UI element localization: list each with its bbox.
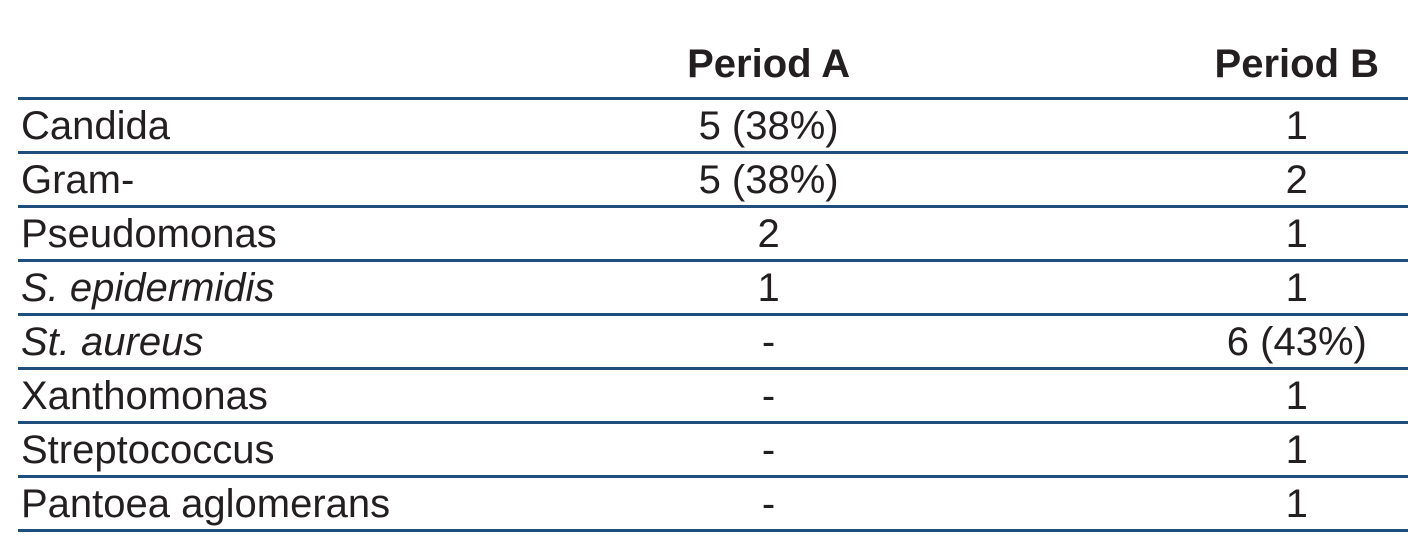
period-b-value: 1 — [1185, 422, 1408, 478]
organism-name: Xanthomonas — [18, 368, 352, 424]
table-row: S. epidermidis 1 1 — [18, 260, 1408, 316]
organism-name: Gram- — [18, 152, 352, 208]
table-row: St. aureus -6 (43%) — [18, 314, 1408, 370]
period-a-value: 5 (38%) — [351, 98, 1186, 154]
organism-counts-table: Period A Period B Candida 5 (38%) 1 Gram- 5 … — [18, 0, 1408, 532]
period-a-value: 1 — [351, 260, 1186, 316]
period-b-value: 1 — [1185, 206, 1408, 262]
table-row: Xanthomonas -1 — [18, 368, 1408, 424]
organism-name: Pseudomonas — [18, 206, 352, 262]
organism-name: Streptococcus — [18, 422, 352, 478]
period-b-value: 6 (43%) — [1185, 314, 1408, 370]
table-row: Gram- 5 (38%) 2 — [18, 152, 1408, 208]
period-a-value: - — [351, 422, 1186, 478]
organism-name: Pantoea aglomerans — [18, 476, 390, 532]
period-a-value: - — [351, 314, 1186, 370]
period-b-value: 1 — [1185, 98, 1408, 154]
table-row: Candida 5 (38%) 1 — [18, 98, 1408, 154]
period-b-value: 2 — [1185, 152, 1408, 208]
header-row: Period A Period B — [18, 0, 1408, 100]
table-row: Pantoea aglomerans -1 — [18, 476, 1408, 532]
organism-name: St. aureus — [18, 314, 352, 370]
period-b-value: 1 — [1185, 476, 1408, 532]
header-period-b: Period B — [1185, 0, 1408, 100]
header-organism-empty — [18, 0, 352, 100]
period-b-value: 1 — [1185, 368, 1408, 424]
organism-name: Candida — [18, 98, 352, 154]
table-row: Streptococcus -1 — [18, 422, 1408, 478]
table-row: Pseudomonas 2 1 — [18, 206, 1408, 262]
header-period-a: Period A — [351, 0, 1186, 100]
period-a-value: - — [351, 476, 1186, 532]
period-b-value: 1 — [1185, 260, 1408, 316]
table-header: Period A Period B — [18, 0, 1408, 100]
organism-name: S. epidermidis — [18, 260, 352, 316]
table-body: Candida 5 (38%) 1 Gram- 5 (38%) 2 Pseudomonas 2… — [18, 98, 1408, 532]
period-a-value: 2 — [351, 206, 1186, 262]
period-a-value: - — [351, 368, 1186, 424]
period-a-value: 5 (38%) — [351, 152, 1186, 208]
